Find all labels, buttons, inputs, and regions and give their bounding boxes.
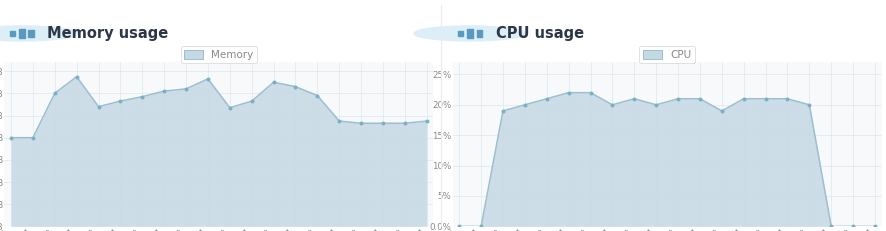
Point	[562, 91, 576, 94]
Bar	[467, 29, 473, 38]
Point	[179, 87, 193, 91]
Point	[267, 80, 281, 84]
Point	[693, 97, 707, 100]
Point	[846, 225, 860, 228]
Point	[157, 89, 171, 93]
Legend: Memory: Memory	[181, 46, 257, 64]
Point	[605, 103, 619, 107]
Point	[736, 97, 750, 100]
Text: CPU usage: CPU usage	[495, 26, 584, 41]
Bar	[28, 30, 34, 37]
Point	[474, 225, 488, 228]
Point	[245, 99, 259, 103]
Point	[398, 122, 412, 125]
Point	[781, 97, 795, 100]
Point	[758, 97, 773, 100]
Point	[824, 225, 838, 228]
Bar	[19, 29, 25, 38]
Point	[113, 99, 128, 103]
Point	[420, 119, 434, 123]
Bar	[458, 31, 463, 36]
Point	[222, 106, 237, 109]
Legend: CPU: CPU	[640, 46, 695, 64]
Point	[452, 225, 466, 228]
Point	[310, 94, 324, 97]
Point	[26, 136, 40, 140]
Point	[48, 91, 62, 95]
Point	[802, 103, 816, 107]
Point	[496, 109, 510, 113]
Point	[868, 225, 882, 228]
Point	[583, 91, 597, 94]
Point	[627, 97, 641, 100]
Point	[289, 85, 303, 88]
Point	[354, 122, 369, 125]
Point	[715, 109, 729, 113]
Point	[376, 122, 390, 125]
Point	[136, 95, 150, 98]
Point	[201, 77, 215, 81]
Point	[332, 119, 346, 123]
Point	[517, 103, 532, 107]
Text: Memory usage: Memory usage	[47, 26, 168, 41]
Circle shape	[414, 26, 525, 41]
Bar	[10, 31, 15, 36]
Bar	[477, 30, 482, 37]
Point	[70, 75, 84, 79]
Point	[671, 97, 685, 100]
Point	[91, 105, 105, 109]
Point	[540, 97, 554, 100]
Point	[4, 136, 18, 140]
Point	[649, 103, 664, 107]
Circle shape	[0, 26, 77, 41]
